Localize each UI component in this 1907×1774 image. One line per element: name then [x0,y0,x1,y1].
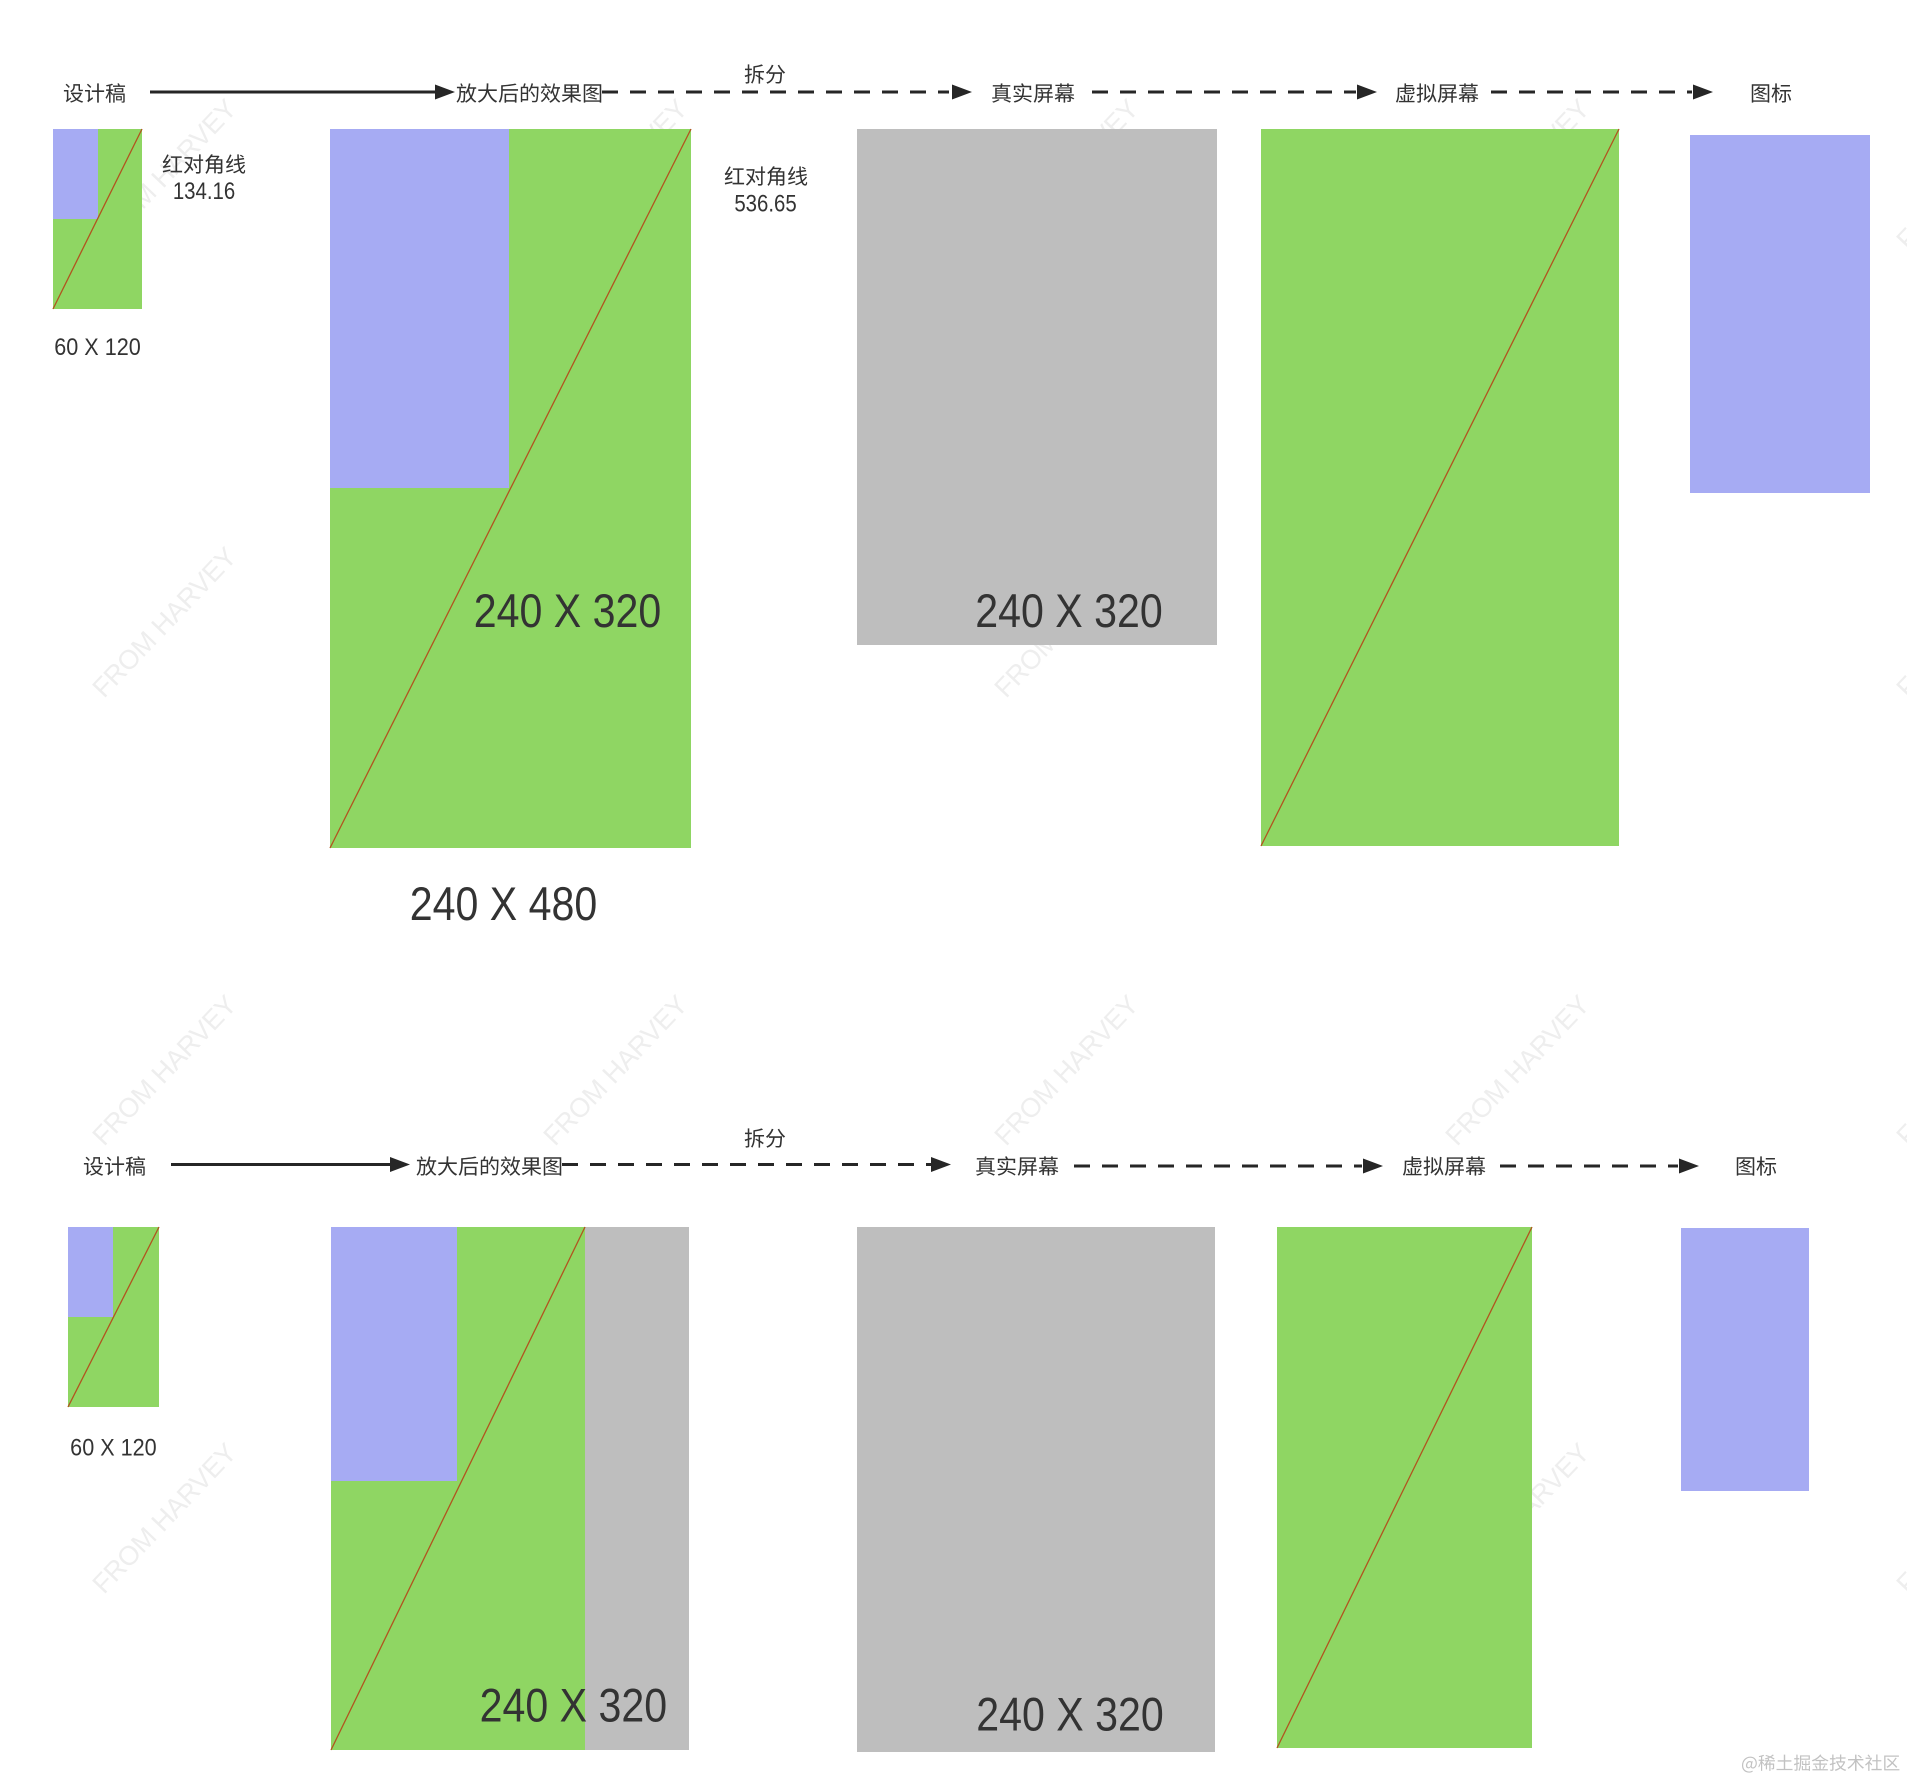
svg-text:60 X 120: 60 X 120 [54,333,140,360]
svg-text:240 X 320: 240 X 320 [480,1680,668,1732]
svg-text:240 X 320: 240 X 320 [975,585,1163,637]
svg-text:240 X 320: 240 X 320 [976,1689,1164,1741]
svg-text:240 X 320: 240 X 320 [474,586,662,638]
svg-text:60 X 120: 60 X 120 [70,1433,156,1460]
svg-text:134.16: 134.16 [173,178,235,205]
svg-text:536.65: 536.65 [734,190,796,217]
svg-text:240 X 480: 240 X 480 [410,879,598,931]
